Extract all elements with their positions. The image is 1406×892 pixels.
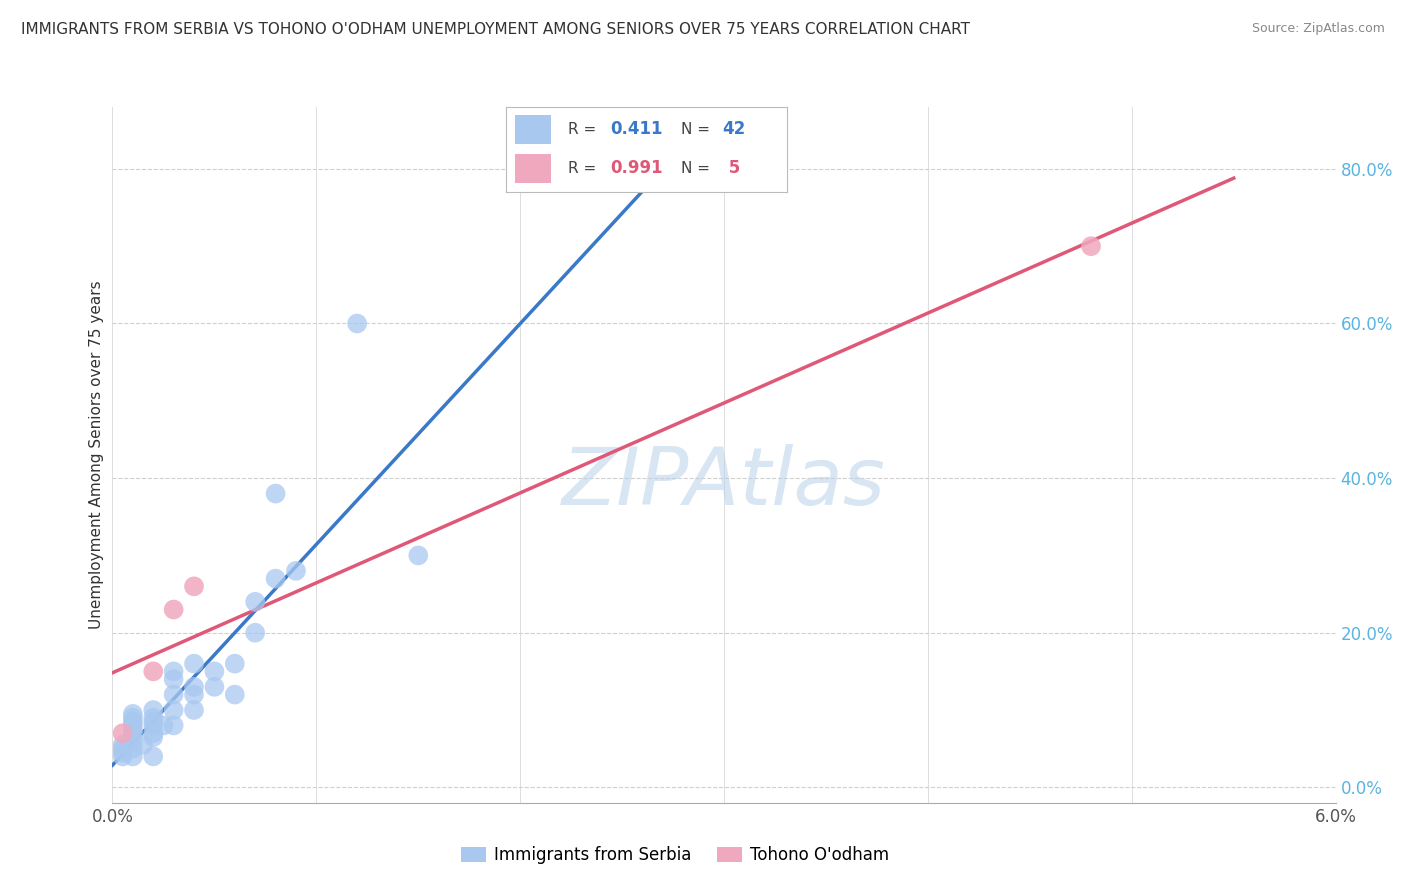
Point — [122, 718, 145, 732]
Point — [142, 718, 165, 732]
Point — [163, 688, 186, 702]
Point — [122, 726, 145, 740]
Point — [163, 703, 186, 717]
Point — [224, 657, 246, 671]
Point — [1080, 239, 1102, 253]
Point — [122, 706, 145, 721]
Point — [132, 738, 155, 752]
Text: Source: ZipAtlas.com: Source: ZipAtlas.com — [1251, 22, 1385, 36]
Text: IMMIGRANTS FROM SERBIA VS TOHONO O'ODHAM UNEMPLOYMENT AMONG SENIORS OVER 75 YEAR: IMMIGRANTS FROM SERBIA VS TOHONO O'ODHAM… — [21, 22, 970, 37]
Point — [204, 665, 226, 679]
Point — [183, 579, 205, 593]
Point — [142, 703, 165, 717]
Text: 5: 5 — [723, 159, 740, 177]
Text: R =: R = — [568, 121, 602, 136]
Point — [152, 718, 174, 732]
Text: R =: R = — [568, 161, 602, 176]
Bar — [515, 115, 551, 145]
Point — [183, 657, 205, 671]
Text: N =: N = — [681, 161, 714, 176]
Text: 0.991: 0.991 — [610, 159, 662, 177]
Point — [142, 711, 165, 725]
Point — [142, 714, 165, 729]
Point — [408, 549, 430, 563]
Point — [163, 602, 186, 616]
Point — [183, 680, 205, 694]
Text: N =: N = — [681, 121, 714, 136]
Point — [111, 746, 134, 760]
Point — [122, 734, 145, 748]
Point — [142, 730, 165, 744]
Point — [224, 688, 246, 702]
Point — [142, 665, 165, 679]
Point — [142, 726, 165, 740]
Text: 42: 42 — [723, 120, 747, 138]
Point — [122, 723, 145, 737]
Point — [264, 572, 287, 586]
Y-axis label: Unemployment Among Seniors over 75 years: Unemployment Among Seniors over 75 years — [89, 281, 104, 629]
Bar — [515, 153, 551, 183]
Text: ZIPAtlas: ZIPAtlas — [562, 443, 886, 522]
Point — [245, 625, 267, 640]
Point — [264, 486, 287, 500]
Point — [111, 741, 134, 756]
Point — [183, 703, 205, 717]
Point — [122, 749, 145, 764]
Point — [163, 665, 186, 679]
Point — [163, 718, 186, 732]
Point — [122, 711, 145, 725]
Point — [122, 741, 145, 756]
Point — [122, 714, 145, 729]
Point — [346, 317, 368, 331]
Text: 0.411: 0.411 — [610, 120, 662, 138]
Point — [183, 688, 205, 702]
Point — [204, 680, 226, 694]
Point — [163, 672, 186, 686]
Legend: Immigrants from Serbia, Tohono O'odham: Immigrants from Serbia, Tohono O'odham — [454, 839, 896, 871]
Point — [111, 726, 134, 740]
Point — [111, 749, 134, 764]
Point — [111, 738, 134, 752]
Point — [142, 749, 165, 764]
Point — [245, 595, 267, 609]
Point — [284, 564, 308, 578]
